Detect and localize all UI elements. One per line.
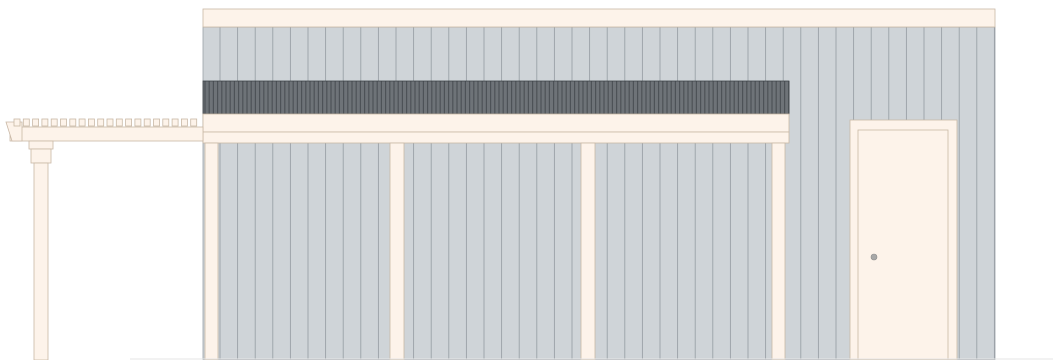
posts xyxy=(33,142,786,360)
post-cap xyxy=(28,140,54,150)
awning-panel xyxy=(203,81,789,114)
pergola-rafter xyxy=(41,118,49,127)
entry-door xyxy=(849,119,958,360)
post xyxy=(389,142,405,360)
door-knob xyxy=(870,253,878,261)
pergola-rafter xyxy=(78,118,86,127)
pergola-rafter xyxy=(60,118,67,127)
pergola-rafter xyxy=(50,118,58,127)
pergola-rafter xyxy=(69,118,77,127)
pergola-rafter xyxy=(32,118,39,127)
post-bracket xyxy=(30,148,52,164)
pergola-rafter xyxy=(134,118,142,127)
pergola-rafter xyxy=(162,118,170,127)
pergola-rafter xyxy=(13,118,21,127)
pergola-rafter xyxy=(88,118,95,127)
pergola-rafter xyxy=(97,118,105,127)
pergola-rafter xyxy=(143,118,151,127)
roof-fascia xyxy=(202,8,996,28)
door-leaf xyxy=(857,129,949,360)
pergola xyxy=(5,118,204,164)
post xyxy=(580,142,596,360)
pergola-rafter xyxy=(153,118,160,127)
beam-upper xyxy=(202,113,790,133)
pergola-rafter xyxy=(115,118,123,127)
beam-lower xyxy=(202,131,790,144)
pergola-rafter xyxy=(190,118,198,127)
pergola-beam xyxy=(9,126,204,142)
pergola-rafter xyxy=(22,118,30,127)
post xyxy=(771,142,786,360)
corrugated-awning xyxy=(202,80,790,115)
pergola-rafter xyxy=(125,118,132,127)
post xyxy=(33,162,49,360)
pergola-rafter xyxy=(106,118,114,127)
post xyxy=(204,142,219,360)
pergola-rafter xyxy=(171,118,179,127)
awning-beam xyxy=(202,113,790,144)
pergola-rafter xyxy=(180,118,188,127)
